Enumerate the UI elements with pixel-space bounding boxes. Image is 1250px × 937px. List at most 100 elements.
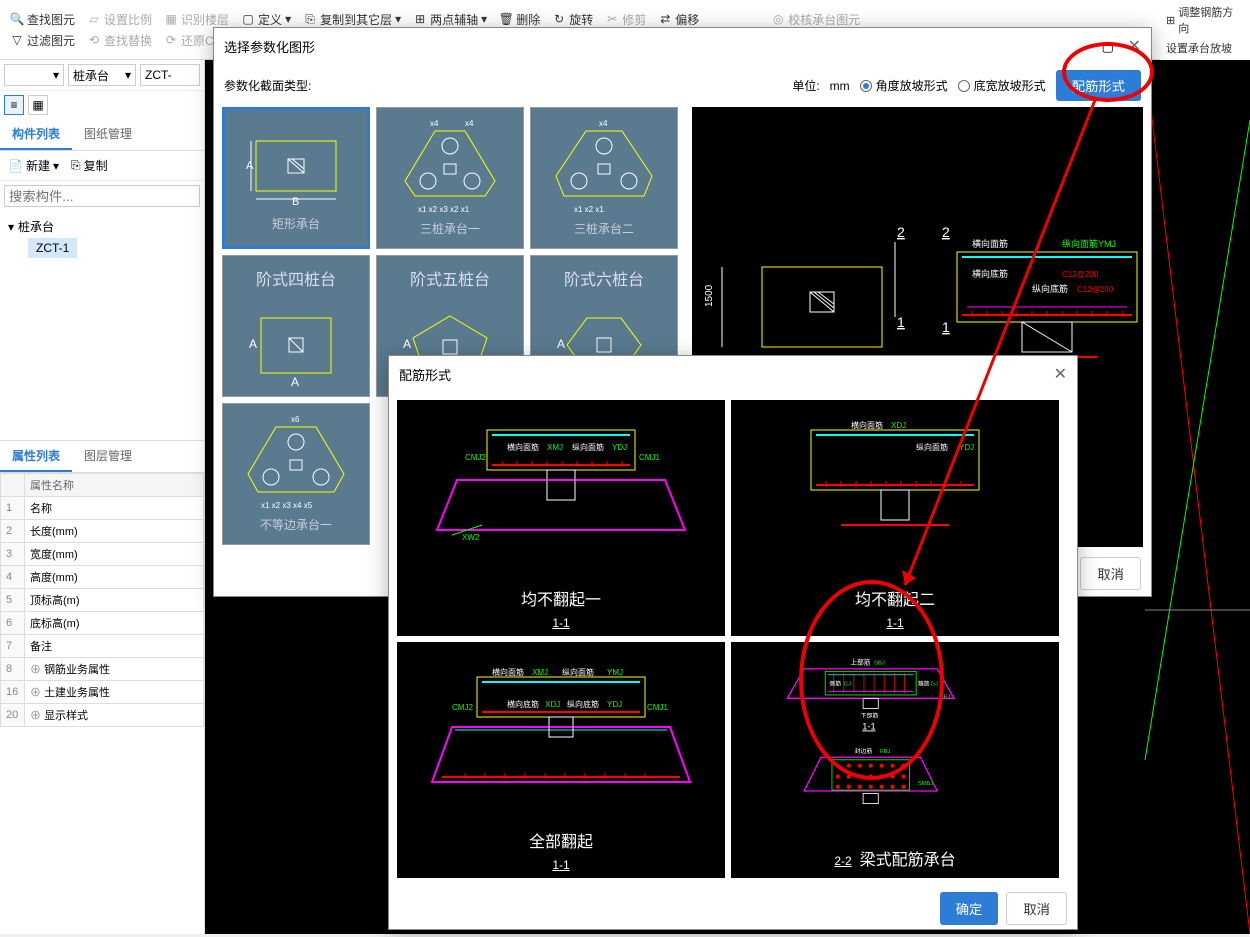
section-label: 参数化截面类型: [224, 77, 311, 94]
radio-angle[interactable]: 角度放坡形式 [860, 77, 948, 94]
expand-icon[interactable]: ⊕ [30, 710, 41, 722]
table-row[interactable]: 3宽度(mm) [1, 543, 204, 566]
rt-rebar-dir[interactable]: ⊞调整钢筋方向 [1162, 2, 1248, 38]
table-row[interactable]: 4高度(mm) [1, 566, 204, 589]
unit-label: 单位: [792, 77, 819, 94]
svg-text:SBJ: SBJ [874, 661, 885, 667]
svg-text:x4: x4 [465, 119, 474, 128]
rebar-svg: 横向面筋XMJ 纵向面筋YDJ CMJ2 CMJ1 XW2 [407, 410, 715, 570]
expand-icon[interactable]: ⊕ [30, 664, 41, 676]
expand-icon[interactable]: ⊕ [30, 687, 41, 699]
shape-tri3b[interactable]: x4 x1 x2 x1 三桩承台二 [530, 107, 678, 249]
new-button[interactable]: 📄新建 ▾ [4, 155, 63, 176]
close-icon[interactable]: ✕ [1054, 364, 1067, 384]
svg-text:GJ: GJ [930, 682, 938, 688]
tab-layers[interactable]: 图层管理 [72, 441, 144, 472]
rebar-cell-1[interactable]: 横向面筋XMJ 纵向面筋YDJ CMJ2 CMJ1 XW2 均不翻起一 1-1 [397, 400, 725, 636]
svg-text:CMJ2: CMJ2 [465, 453, 486, 462]
shape-tri3a[interactable]: x4x4 x1 x2 x3 x2 x1 三桩承台一 [376, 107, 524, 249]
close-icon[interactable]: ✕ [1128, 38, 1141, 55]
svg-text:A: A [249, 337, 257, 351]
svg-text:YMJ: YMJ [607, 668, 623, 677]
tab-drawing-mgmt[interactable]: 图纸管理 [72, 119, 144, 150]
search-input[interactable] [4, 185, 200, 207]
svg-text:横向面筋: 横向面筋 [492, 667, 524, 677]
shape-uneq[interactable]: x6 x1 x2 x3 x4 x5 不等边承台一 [222, 403, 370, 545]
svg-text:1: 1 [942, 319, 950, 335]
tab-component-list[interactable]: 构件列表 [0, 119, 72, 150]
component-tabs: 构件列表 图纸管理 [0, 119, 204, 151]
svg-text:C12@200: C12@200 [1077, 285, 1114, 294]
svg-text:FBJ: FBJ [880, 749, 891, 755]
rebar-form-button[interactable]: 配筋形式 [1056, 70, 1141, 101]
shape-svg: x6 x1 x2 x3 x4 x5 [236, 412, 356, 512]
dialog-title: 选择参数化图形 [224, 37, 315, 56]
rebar-cell-4[interactable]: 上部筋SBJ 侧筋CJ 箍筋GJ YFJ 下部筋 1-1 封边筋FBJ SMBJ [731, 642, 1059, 878]
tb-find[interactable]: 🔍查找图元 [4, 9, 81, 30]
tree-child[interactable]: ZCT-1 [28, 238, 77, 258]
svg-text:2: 2 [897, 224, 905, 240]
rebar-svg: 横向面筋XDJ 纵向面筋YDJ [741, 410, 1049, 570]
svg-text:x4: x4 [430, 119, 439, 128]
table-row[interactable]: 8⊕ 钢筋业务属性 [1, 658, 204, 681]
svg-text:x4: x4 [599, 119, 608, 128]
svg-text:YFJ: YFJ [940, 694, 951, 700]
rebar-cell-3[interactable]: 横向面筋XMJ 纵向面筋YMJ 横向底筋XDJ 纵向底筋YDJ CMJ1 CMJ… [397, 642, 725, 878]
svg-text:下部筋: 下部筋 [861, 712, 879, 720]
svg-text:纵向面筋: 纵向面筋 [572, 442, 604, 452]
dd-category[interactable]: 桩承台▾ [68, 64, 136, 86]
table-row[interactable]: 2长度(mm) [1, 520, 204, 543]
dialog2-cancel[interactable]: 取消 [1006, 892, 1067, 925]
dialog1-cancel[interactable]: 取消 [1080, 557, 1141, 590]
property-panel: 属性列表 图层管理 属性名称 1名称 2长度(mm) 3宽度(mm) 4高度(m… [0, 440, 204, 727]
svg-text:YDJ: YDJ [612, 443, 627, 452]
copy-button[interactable]: ⎘复制 [67, 155, 112, 176]
axis-icon: ⊞ [413, 12, 427, 26]
svg-text:XMJ: XMJ [547, 443, 563, 452]
table-row[interactable]: 1名称 [1, 497, 204, 520]
svg-text:XW2: XW2 [462, 533, 480, 542]
table-row[interactable]: 20⊕ 显示样式 [1, 704, 204, 727]
tb-scale[interactable]: ▱设置比例 [81, 9, 158, 30]
dialog2-ok[interactable]: 确定 [940, 892, 999, 925]
component-tree: ▾桩承台 ZCT-1 [0, 211, 204, 262]
svg-text:B: B [292, 196, 299, 208]
shape-svg: x4x4 x1 x2 x3 x2 x1 [390, 116, 510, 216]
view-grid-icon[interactable]: ▦ [28, 95, 48, 115]
table-row[interactable]: 7备注 [1, 635, 204, 658]
tab-props[interactable]: 属性列表 [0, 441, 72, 472]
table-row[interactable]: 16⊕ 土建业务属性 [1, 681, 204, 704]
shape-svg: A B [236, 121, 356, 211]
svg-text:1500: 1500 [704, 284, 715, 307]
dialog-rebar-form: 配筋形式 ✕ 横向面筋XMJ 纵向面筋YDJ CMJ2 CMJ1 XW2 均不翻… [388, 355, 1078, 930]
dd-type[interactable]: ZCT- [140, 64, 200, 86]
radio-width[interactable]: 底宽放坡形式 [958, 77, 1046, 94]
shape-step4[interactable]: 阶式四桩台 A A [222, 255, 370, 397]
svg-text:CMJ2: CMJ2 [452, 703, 473, 712]
svg-text:CMJ1: CMJ1 [639, 453, 660, 462]
rebar-cell-2[interactable]: 横向面筋XDJ 纵向面筋YDJ 均不翻起二 1-1 [731, 400, 1059, 636]
tb-replace[interactable]: ⟲查找替换 [81, 30, 158, 51]
svg-text:A: A [246, 160, 254, 172]
dialog2-title: 配筋形式 [399, 365, 451, 384]
tree-root[interactable]: ▾桩承台 [8, 215, 196, 238]
svg-text:纵向底筋: 纵向底筋 [567, 699, 599, 709]
search-icon: 🔍 [10, 12, 24, 26]
tb-filter[interactable]: ▽过滤图元 [4, 30, 81, 51]
svg-text:x6: x6 [291, 415, 300, 424]
rt-slope-set[interactable]: 设置承台放坡 [1162, 38, 1248, 58]
svg-text:上部筋: 上部筋 [850, 658, 870, 667]
grid-icon: ▦ [164, 12, 178, 26]
svg-text:1: 1 [897, 314, 905, 330]
svg-text:YDJ: YDJ [607, 700, 622, 709]
svg-text:SMBJ: SMBJ [918, 781, 934, 787]
table-row[interactable]: 6底标高(m) [1, 612, 204, 635]
copy-icon: ⎘ [303, 12, 317, 26]
shape-rect[interactable]: A B 矩形承台 [222, 107, 370, 249]
maximize-icon[interactable]: ▢ [1102, 39, 1114, 54]
view-list-icon[interactable]: ≡ [4, 95, 24, 115]
table-row[interactable]: 5顶标高(m) [1, 589, 204, 612]
svg-text:2: 2 [942, 224, 950, 240]
dd-blank[interactable]: ▾ [4, 64, 64, 86]
svg-text:A: A [403, 337, 411, 351]
